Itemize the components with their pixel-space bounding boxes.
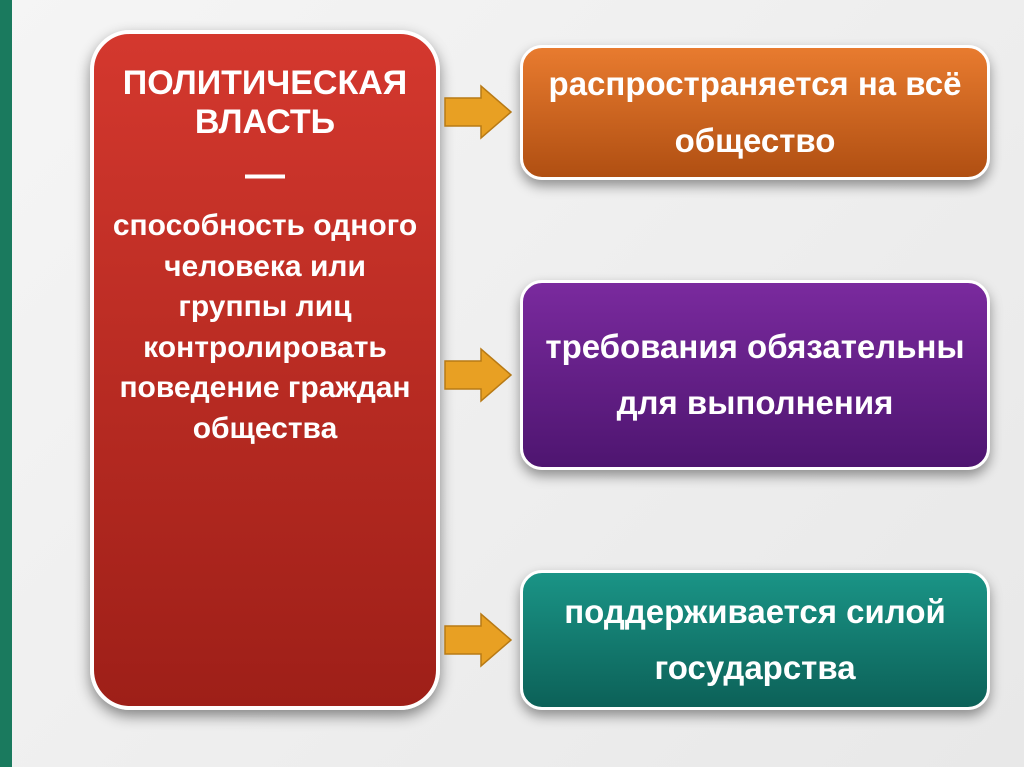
main-dash: — bbox=[112, 148, 418, 200]
arrow-icon bbox=[443, 345, 513, 405]
main-definition-box: ПОЛИТИЧЕСКАЯ ВЛАСТЬ — способность одного… bbox=[90, 30, 440, 710]
arrow-icon bbox=[443, 610, 513, 670]
property-text: поддерживается силой государства bbox=[537, 584, 973, 696]
main-title: ПОЛИТИЧЕСКАЯ ВЛАСТЬ bbox=[112, 64, 418, 142]
property-text: распространяется на всё общество bbox=[537, 56, 973, 168]
arrow-icon bbox=[443, 82, 513, 142]
property-box: поддерживается силой государства bbox=[520, 570, 990, 710]
accent-bar bbox=[0, 0, 12, 767]
property-text: требования обязательны для выполнения bbox=[537, 319, 973, 431]
main-body: способность одного человека или группы л… bbox=[112, 206, 418, 449]
property-box: требования обязательны для выполнения bbox=[520, 280, 990, 470]
property-box: распространяется на всё общество bbox=[520, 45, 990, 180]
